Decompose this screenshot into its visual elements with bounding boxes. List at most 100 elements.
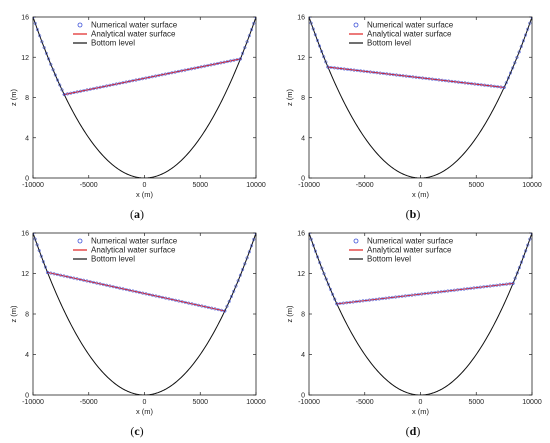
numerical-point — [98, 85, 102, 89]
numerical-point — [49, 271, 53, 275]
numerical-point — [213, 307, 217, 311]
numerical-dry-point — [254, 17, 256, 19]
numerical-point — [423, 292, 427, 296]
numerical-point — [65, 92, 70, 96]
numerical-point — [380, 297, 385, 301]
numerical-point — [108, 83, 112, 87]
x-tick-label: -10000 — [22, 182, 44, 189]
numerical-dry-point — [313, 249, 317, 253]
legend-numerical-marker — [77, 238, 83, 244]
numerical-dry-point — [502, 85, 506, 89]
numerical-point — [482, 285, 486, 289]
numerical-point — [469, 286, 473, 290]
numerical-point — [417, 76, 421, 80]
numerical-point — [114, 82, 118, 86]
numerical-dry-point — [241, 267, 245, 272]
numerical-point — [400, 294, 404, 298]
numerical-point — [111, 285, 115, 289]
numerical-point — [420, 292, 424, 296]
numerical-point — [434, 77, 438, 82]
plot-area — [33, 233, 256, 395]
numerical-point — [488, 284, 492, 288]
numerical-point — [462, 287, 466, 291]
x-tick-label: 5000 — [468, 399, 484, 406]
numerical-point — [202, 64, 207, 68]
numerical-point — [101, 85, 105, 89]
numerical-point — [114, 285, 118, 289]
numerical-dry-point — [331, 292, 335, 296]
panel-label-paren: ( — [406, 424, 410, 438]
numerical-point — [375, 71, 379, 75]
numerical-point — [219, 61, 223, 65]
analytical-water-surface-line — [327, 66, 505, 88]
numerical-point — [361, 299, 365, 303]
numerical-dry-point — [524, 33, 528, 37]
bottom-level-line — [309, 17, 532, 178]
numerical-point — [183, 300, 187, 304]
numerical-point — [209, 63, 213, 67]
numerical-point — [499, 85, 503, 89]
panel-label-b: (b) — [406, 207, 421, 221]
numerical-dry-point — [241, 51, 245, 55]
chart-panel-b: -10000 -5000 0 5000 10000 0 4 8 12 16 x (m) z (m) Nu… — [285, 15, 542, 200]
numerical-point — [478, 285, 482, 289]
numerical-point — [127, 79, 132, 83]
numerical-point — [190, 302, 194, 306]
numerical-point — [426, 291, 430, 295]
numerical-dry-point — [309, 17, 311, 19]
numerical-point — [167, 71, 171, 75]
numerical-point — [456, 80, 461, 84]
numerical-dry-point — [33, 21, 37, 25]
numerical-point — [216, 61, 220, 66]
numerical-point — [78, 277, 82, 282]
numerical-point — [358, 299, 362, 303]
numerical-point — [187, 301, 191, 305]
numerical-dry-point — [522, 255, 526, 259]
legend-numerical-label: Numerical water surface — [91, 237, 178, 246]
numerical-dry-point — [324, 60, 328, 64]
numerical-point — [164, 296, 168, 300]
x-tick-label: 10000 — [246, 182, 266, 189]
numerical-dry-point — [33, 233, 35, 235]
numerical-dry-point — [35, 28, 40, 32]
numerical-dry-point — [320, 266, 324, 270]
panel-label-letter: b — [410, 207, 417, 221]
numerical-dry-point — [254, 233, 256, 235]
legend-numerical-marker — [353, 238, 359, 244]
numerical-dry-point — [229, 294, 234, 298]
numerical-point — [75, 90, 79, 94]
legend-numerical-label: Numerical water surface — [367, 21, 454, 30]
y-tick-label: 12 — [21, 55, 29, 62]
x-tick-label: 0 — [143, 399, 147, 406]
numerical-point — [442, 289, 447, 293]
numerical-dry-point — [42, 46, 46, 50]
numerical-point — [206, 63, 210, 68]
numerical-point — [222, 60, 226, 64]
numerical-dry-point — [38, 34, 42, 38]
numerical-point — [69, 91, 73, 95]
numerical-dry-point — [47, 57, 51, 61]
numerical-dry-point — [526, 243, 530, 247]
numerical-point — [348, 300, 352, 304]
numerical-point — [368, 70, 372, 74]
plot-area — [309, 233, 532, 395]
numerical-point — [404, 74, 408, 78]
numerical-point — [118, 81, 122, 85]
numerical-dry-point — [326, 282, 330, 286]
numerical-point — [452, 288, 456, 292]
y-tick-label: 12 — [297, 271, 305, 278]
numerical-point — [150, 75, 154, 79]
legend-numerical-marker — [353, 22, 359, 28]
numerical-point — [140, 77, 145, 81]
numerical-point — [105, 84, 109, 88]
numerical-point — [421, 76, 425, 80]
numerical-point — [447, 79, 451, 83]
numerical-point — [439, 290, 443, 294]
numerical-point — [391, 73, 395, 77]
y-tick-label: 16 — [21, 231, 29, 238]
numerical-point — [403, 294, 407, 298]
numerical-dry-point — [513, 61, 517, 65]
numerical-point — [235, 58, 239, 62]
numerical-point — [341, 301, 345, 305]
